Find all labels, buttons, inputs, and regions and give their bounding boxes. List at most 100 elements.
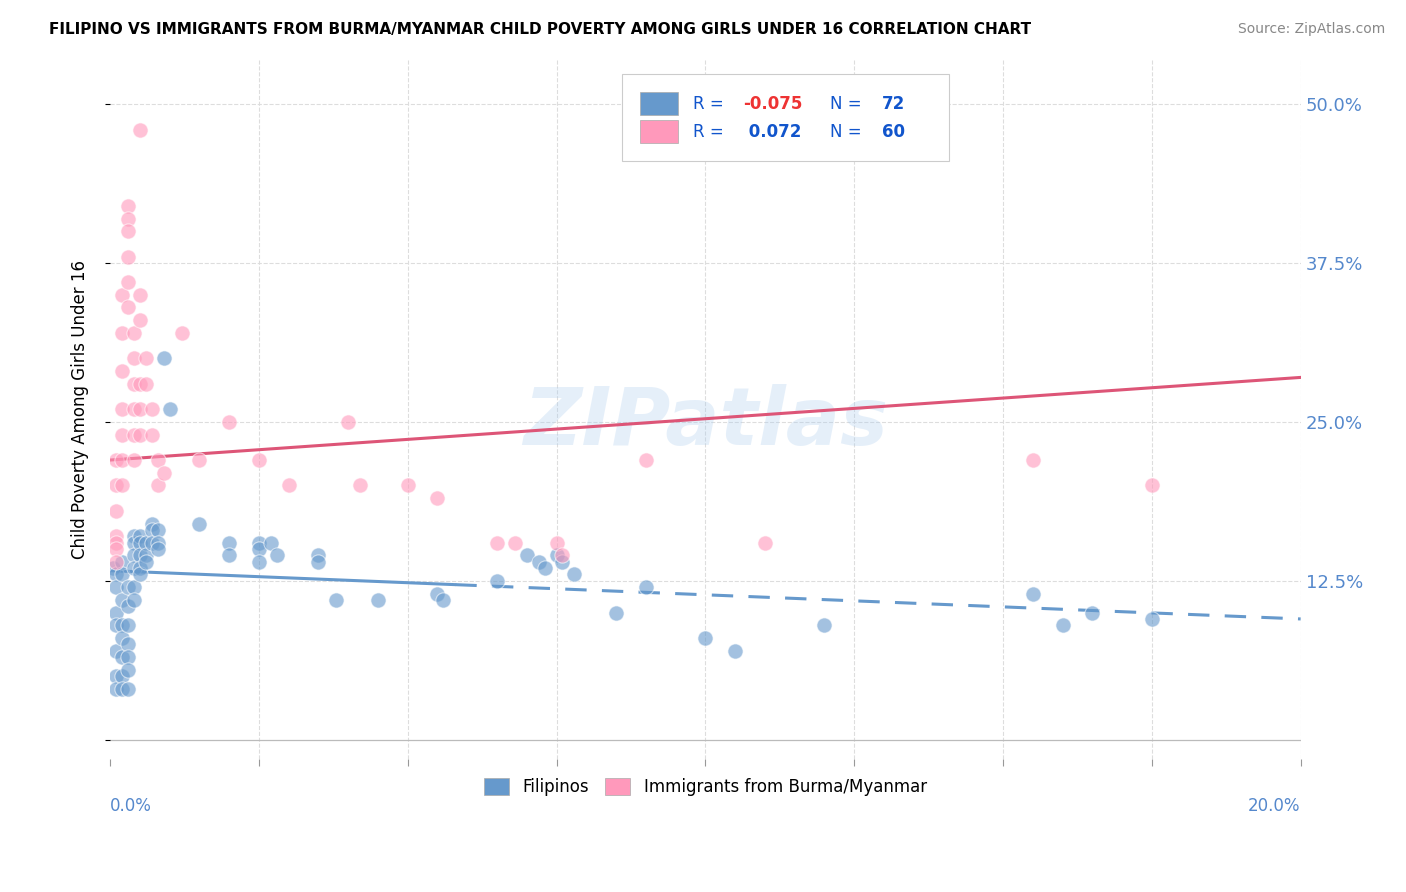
Point [695,631,717,645]
Point [117,301,139,315]
Point [1052,618,1074,632]
Point [128,529,150,543]
Point [277,478,299,492]
Text: 20.0%: 20.0% [1249,797,1301,815]
Point [111,681,134,696]
Point [546,535,568,549]
Point [105,618,128,632]
Point [117,637,139,651]
Point [117,199,139,213]
Point [111,427,134,442]
Point [122,326,145,340]
Point [218,549,240,563]
Text: R =: R = [693,122,730,141]
Point [128,313,150,327]
Point [141,535,163,549]
Point [128,376,150,391]
Point [533,561,555,575]
Point [111,364,134,378]
Point [307,555,329,569]
Point [117,663,139,677]
Text: 60: 60 [882,122,904,141]
Point [111,669,134,683]
Point [218,415,240,429]
Point [503,535,526,549]
Point [260,535,283,549]
Point [634,453,657,467]
Point [1081,606,1104,620]
Point [349,478,371,492]
Point [117,224,139,238]
Point [105,669,128,683]
Point [564,567,586,582]
Point [146,478,169,492]
Point [105,580,128,594]
Point [485,574,508,588]
Text: 0.0%: 0.0% [110,797,152,815]
Point [128,287,150,301]
Point [117,681,139,696]
Point [307,549,329,563]
Point [367,593,389,607]
Point [105,542,128,557]
Point [396,478,419,492]
Point [551,549,574,563]
Point [111,287,134,301]
Point [218,535,240,549]
Point [128,549,150,563]
Point [188,516,211,531]
Point [117,250,139,264]
Point [724,644,747,658]
Point [122,351,145,366]
Point [105,453,128,467]
Point [128,402,150,417]
Point [105,555,128,569]
Point [122,549,145,563]
Point [266,549,288,563]
Text: R =: R = [693,95,730,112]
Point [117,650,139,665]
Point [141,427,163,442]
Point [111,618,134,632]
Point [105,529,128,543]
Point [111,402,134,417]
Point [111,631,134,645]
Point [128,427,150,442]
Point [527,555,550,569]
Point [128,561,150,575]
Point [111,453,134,467]
Point [135,535,157,549]
Point [605,606,627,620]
Text: ZIPatlas: ZIPatlas [523,384,887,462]
Point [122,402,145,417]
Point [1140,612,1163,626]
Point [546,549,568,563]
Point [122,529,145,543]
Point [117,580,139,594]
Point [247,542,270,557]
Point [426,491,449,505]
Point [105,535,128,549]
Legend: Filipinos, Immigrants from Burma/Myanmar: Filipinos, Immigrants from Burma/Myanmar [477,772,934,803]
Point [188,453,211,467]
Point [432,593,454,607]
Point [105,567,128,582]
FancyBboxPatch shape [640,120,678,143]
Point [101,561,124,575]
Point [122,453,145,467]
Point [128,567,150,582]
Point [111,650,134,665]
Point [111,478,134,492]
Point [426,586,449,600]
Point [111,555,134,569]
Point [117,211,139,226]
Point [122,535,145,549]
Text: -0.075: -0.075 [744,95,803,112]
Point [170,326,193,340]
Text: N =: N = [831,122,868,141]
Point [337,415,360,429]
Point [135,555,157,569]
Point [247,453,270,467]
Point [551,555,574,569]
Point [105,504,128,518]
